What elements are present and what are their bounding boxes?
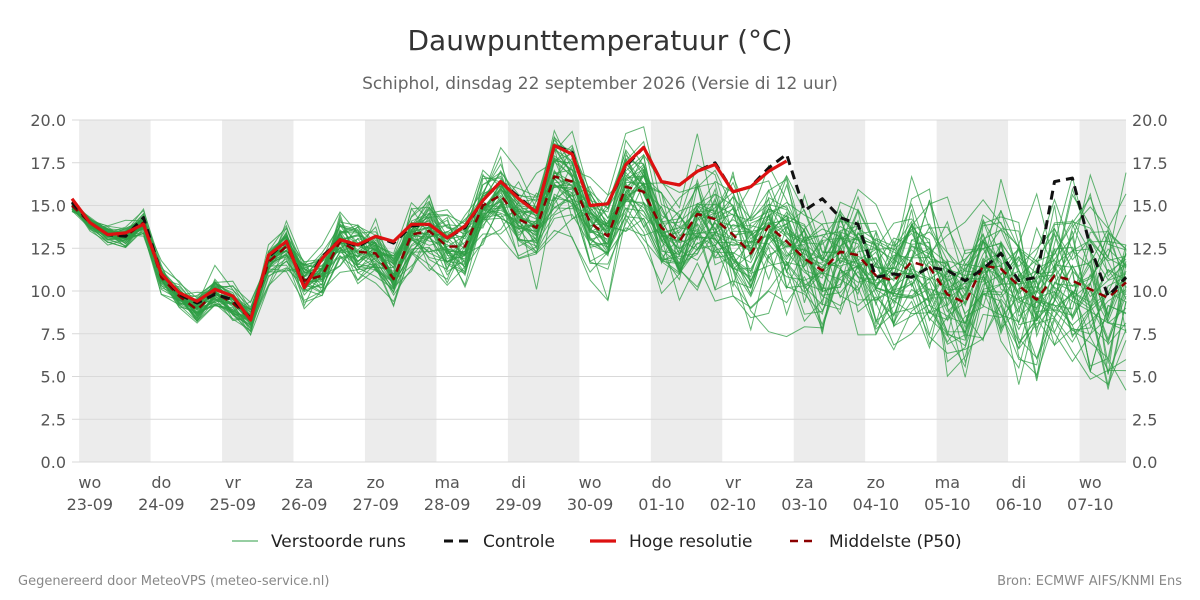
y-tick-label-right: 12.5 — [1132, 239, 1168, 258]
ensemble-run-line — [71, 174, 1127, 372]
x-tick-weekday: do — [652, 473, 672, 492]
x-tick-weekday: vr — [225, 473, 241, 492]
x-tick-date: 29-09 — [495, 495, 542, 514]
x-tick-date: 23-09 — [67, 495, 114, 514]
x-tick-date: 02-10 — [710, 495, 757, 514]
y-tick-label-right: 10.0 — [1132, 282, 1168, 301]
x-tick-weekday: do — [151, 473, 171, 492]
y-tick-label-left: 20.0 — [30, 111, 66, 130]
x-tick-weekday: za — [295, 473, 313, 492]
x-tick-weekday: ma — [434, 473, 459, 492]
y-tick-label-left: 12.5 — [30, 239, 66, 258]
x-tick-weekday: wo — [579, 473, 602, 492]
y-tick-label-left: 2.5 — [41, 410, 66, 429]
x-tick-date: 24-09 — [138, 495, 185, 514]
x-tick-date: 04-10 — [853, 495, 900, 514]
y-tick-label-right: 20.0 — [1132, 111, 1168, 130]
legend-label-hires: Hoge resolutie — [629, 532, 753, 552]
footer-generated-by: Gegenereerd door MeteoVPS (meteo-service… — [18, 574, 329, 589]
x-tick-date: 06-10 — [996, 495, 1043, 514]
ensemble-run-line — [71, 161, 1127, 333]
chart-title: Dauwpunttemperatuur (°C) — [407, 24, 792, 57]
legend-label-ensemble: Verstoorde runs — [271, 532, 406, 552]
y-tick-label-left: 10.0 — [30, 282, 66, 301]
x-tick-date: 28-09 — [424, 495, 471, 514]
x-tick-date: 05-10 — [924, 495, 971, 514]
y-tick-label-right: 15.0 — [1132, 197, 1168, 216]
ensemble-run-line — [71, 182, 1127, 321]
footer-source: Bron: ECMWF AIFS/KNMI Ens — [997, 574, 1182, 589]
y-axis-right: 0.0 2.5 5.0 7.5 10.0 12.5 15.0 17.5 20.0 — [1132, 111, 1168, 472]
x-tick-weekday: zo — [367, 473, 385, 492]
x-tick-date: 03-10 — [781, 495, 828, 514]
y-tick-label-right: 5.0 — [1132, 368, 1157, 387]
ensemble-run-line — [71, 126, 1127, 333]
y-tick-label-left: 7.5 — [41, 325, 66, 344]
x-tick-weekday: wo — [78, 473, 101, 492]
x-tick-weekday: zo — [867, 473, 885, 492]
y-tick-label-left: 15.0 — [30, 197, 66, 216]
y-tick-label-right: 0.0 — [1132, 453, 1157, 472]
x-tick-date: 26-09 — [281, 495, 328, 514]
y-tick-label-right: 7.5 — [1132, 325, 1157, 344]
y-tick-label-right: 17.5 — [1132, 154, 1168, 173]
ensemble-run-line — [71, 187, 1127, 345]
chart-subtitle: Schiphol, dinsdag 22 september 2026 (Ver… — [362, 74, 838, 94]
x-tick-date: 07-10 — [1067, 495, 1114, 514]
x-tick-weekday: ma — [935, 473, 960, 492]
x-tick-weekday: za — [795, 473, 813, 492]
legend: Verstoorde runs Controle Hoge resolutie Mid… — [232, 532, 962, 552]
legend-label-median: Middelste (P50) — [829, 532, 962, 552]
x-tick-weekday: di — [511, 473, 526, 492]
legend-label-control: Controle — [483, 532, 555, 552]
x-tick-date: 25-09 — [210, 495, 257, 514]
y-tick-label-right: 2.5 — [1132, 410, 1157, 429]
ensemble-run-line — [71, 157, 1127, 350]
x-tick-date: 30-09 — [567, 495, 614, 514]
x-tick-weekday: vr — [725, 473, 741, 492]
x-tick-date: 01-10 — [638, 495, 685, 514]
y-tick-label-left: 5.0 — [41, 368, 66, 387]
main-series — [70, 144, 1128, 322]
x-axis: wo 23-09 do 24-09 vr 25-09 za 26-09 zo 27-09 ma 28-… — [67, 473, 1114, 514]
x-tick-weekday: di — [1012, 473, 1027, 492]
x-tick-date: 27-09 — [352, 495, 399, 514]
x-tick-weekday: wo — [1079, 473, 1102, 492]
y-tick-label-left: 17.5 — [30, 154, 66, 173]
y-tick-label-left: 0.0 — [41, 453, 66, 472]
hires-line — [70, 144, 788, 322]
y-axis-left: 0.0 2.5 5.0 7.5 10.0 12.5 15.0 17.5 20.0 — [30, 111, 66, 472]
